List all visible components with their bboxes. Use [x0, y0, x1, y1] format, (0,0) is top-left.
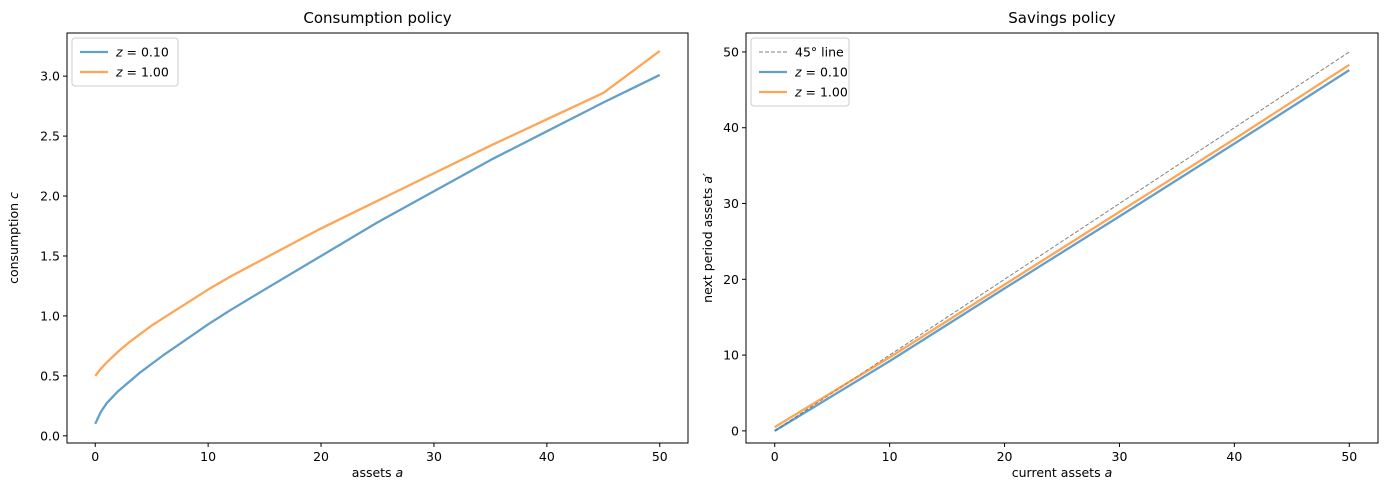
- legend-box: [71, 37, 179, 87]
- axes-frame: [66, 32, 689, 444]
- y-tick-label: 40: [723, 120, 739, 135]
- x-tick-label: 0: [91, 449, 99, 464]
- plot-area: [774, 51, 1350, 432]
- chart-title: Savings policy: [1008, 9, 1116, 27]
- x-axis-label: current assets a: [1012, 465, 1113, 480]
- y-axis-label: consumption c: [6, 192, 21, 284]
- x-tick-label: 40: [539, 449, 555, 464]
- y-tick-label: 0.5: [40, 368, 60, 383]
- y-tick-label: 0: [731, 423, 739, 438]
- x-tick-label: 10: [882, 449, 898, 464]
- legend-label: z = 0.10: [115, 45, 169, 60]
- series-line: [94, 50, 661, 377]
- y-tick-label: 30: [723, 196, 739, 211]
- y-tick-label: 2.0: [40, 189, 60, 204]
- x-tick-label: 50: [1341, 449, 1357, 464]
- chart-1: Consumption policy 0 10 20 30 40 50 0.0 0.5 1.0 1.…: [6, 9, 689, 480]
- x-tick-label: 10: [200, 449, 216, 464]
- y-tick-label: 0.0: [40, 428, 60, 443]
- series-line: [774, 69, 1350, 432]
- plot-area: [94, 50, 661, 425]
- legend-label: z = 0.10: [794, 65, 848, 80]
- y-tick-label: 10: [723, 348, 739, 363]
- axes-frame: [745, 32, 1379, 444]
- y-tick-label: 1.5: [40, 248, 60, 263]
- legend-box: [750, 37, 850, 107]
- y-tick-label: 1.0: [40, 308, 60, 323]
- y-tick-label: 3.0: [40, 69, 60, 84]
- x-tick-label: 30: [426, 449, 442, 464]
- y-tick-label: 2.5: [40, 129, 60, 144]
- x-tick-label: 20: [313, 449, 329, 464]
- y-tick-label: 20: [723, 272, 739, 287]
- x-tick-label: 20: [997, 449, 1013, 464]
- legend-label: 45° line: [795, 45, 844, 60]
- series-line: [94, 73, 661, 425]
- x-tick-label: 40: [1226, 449, 1242, 464]
- legend-label: z = 1.00: [794, 85, 848, 100]
- x-axis-label: assets a: [352, 465, 403, 480]
- y-axis-label: next period assets a′: [700, 173, 715, 303]
- x-tick-label: 50: [652, 449, 668, 464]
- x-tick-label: 0: [771, 449, 779, 464]
- chart-2: Savings policy 0 10 20 30 40 50 0 10 20 30 40 50 curr…: [700, 9, 1379, 480]
- series-line: [774, 63, 1350, 429]
- chart-title: Consumption policy: [303, 9, 451, 27]
- x-tick-label: 30: [1112, 449, 1128, 464]
- legend-label: z = 1.00: [115, 65, 169, 80]
- y-tick-label: 50: [723, 44, 739, 59]
